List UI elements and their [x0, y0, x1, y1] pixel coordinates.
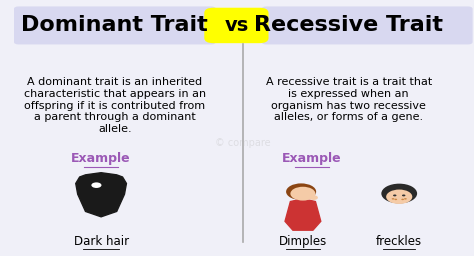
Circle shape: [310, 195, 318, 200]
Text: Example: Example: [282, 152, 342, 165]
Polygon shape: [76, 173, 127, 217]
Circle shape: [401, 199, 404, 200]
Circle shape: [91, 182, 101, 188]
Circle shape: [382, 184, 417, 204]
Text: A recessive trait is a trait that
is expressed when an
organism has two recessiv: A recessive trait is a trait that is exp…: [265, 77, 432, 122]
Circle shape: [393, 195, 396, 196]
Circle shape: [286, 183, 316, 200]
Circle shape: [394, 199, 397, 200]
Text: A dominant trait is an inherited
characteristic that appears in an
offspring if : A dominant trait is an inherited charact…: [24, 77, 206, 134]
Circle shape: [87, 180, 115, 195]
Circle shape: [291, 187, 315, 200]
Polygon shape: [285, 200, 321, 230]
Text: freckles: freckles: [376, 236, 422, 249]
FancyBboxPatch shape: [14, 6, 216, 45]
FancyBboxPatch shape: [204, 8, 268, 43]
Text: © compare: © compare: [216, 138, 271, 148]
Text: vs: vs: [225, 16, 249, 35]
Text: Recessive Trait: Recessive Trait: [254, 15, 443, 35]
Text: Dark hair: Dark hair: [73, 236, 128, 249]
Text: Dominant Trait: Dominant Trait: [21, 15, 208, 35]
Circle shape: [404, 198, 407, 200]
FancyBboxPatch shape: [262, 6, 473, 45]
Circle shape: [392, 198, 394, 200]
Circle shape: [402, 195, 405, 196]
Text: Dimples: Dimples: [279, 236, 327, 249]
Circle shape: [386, 189, 412, 204]
Text: Example: Example: [71, 152, 131, 165]
